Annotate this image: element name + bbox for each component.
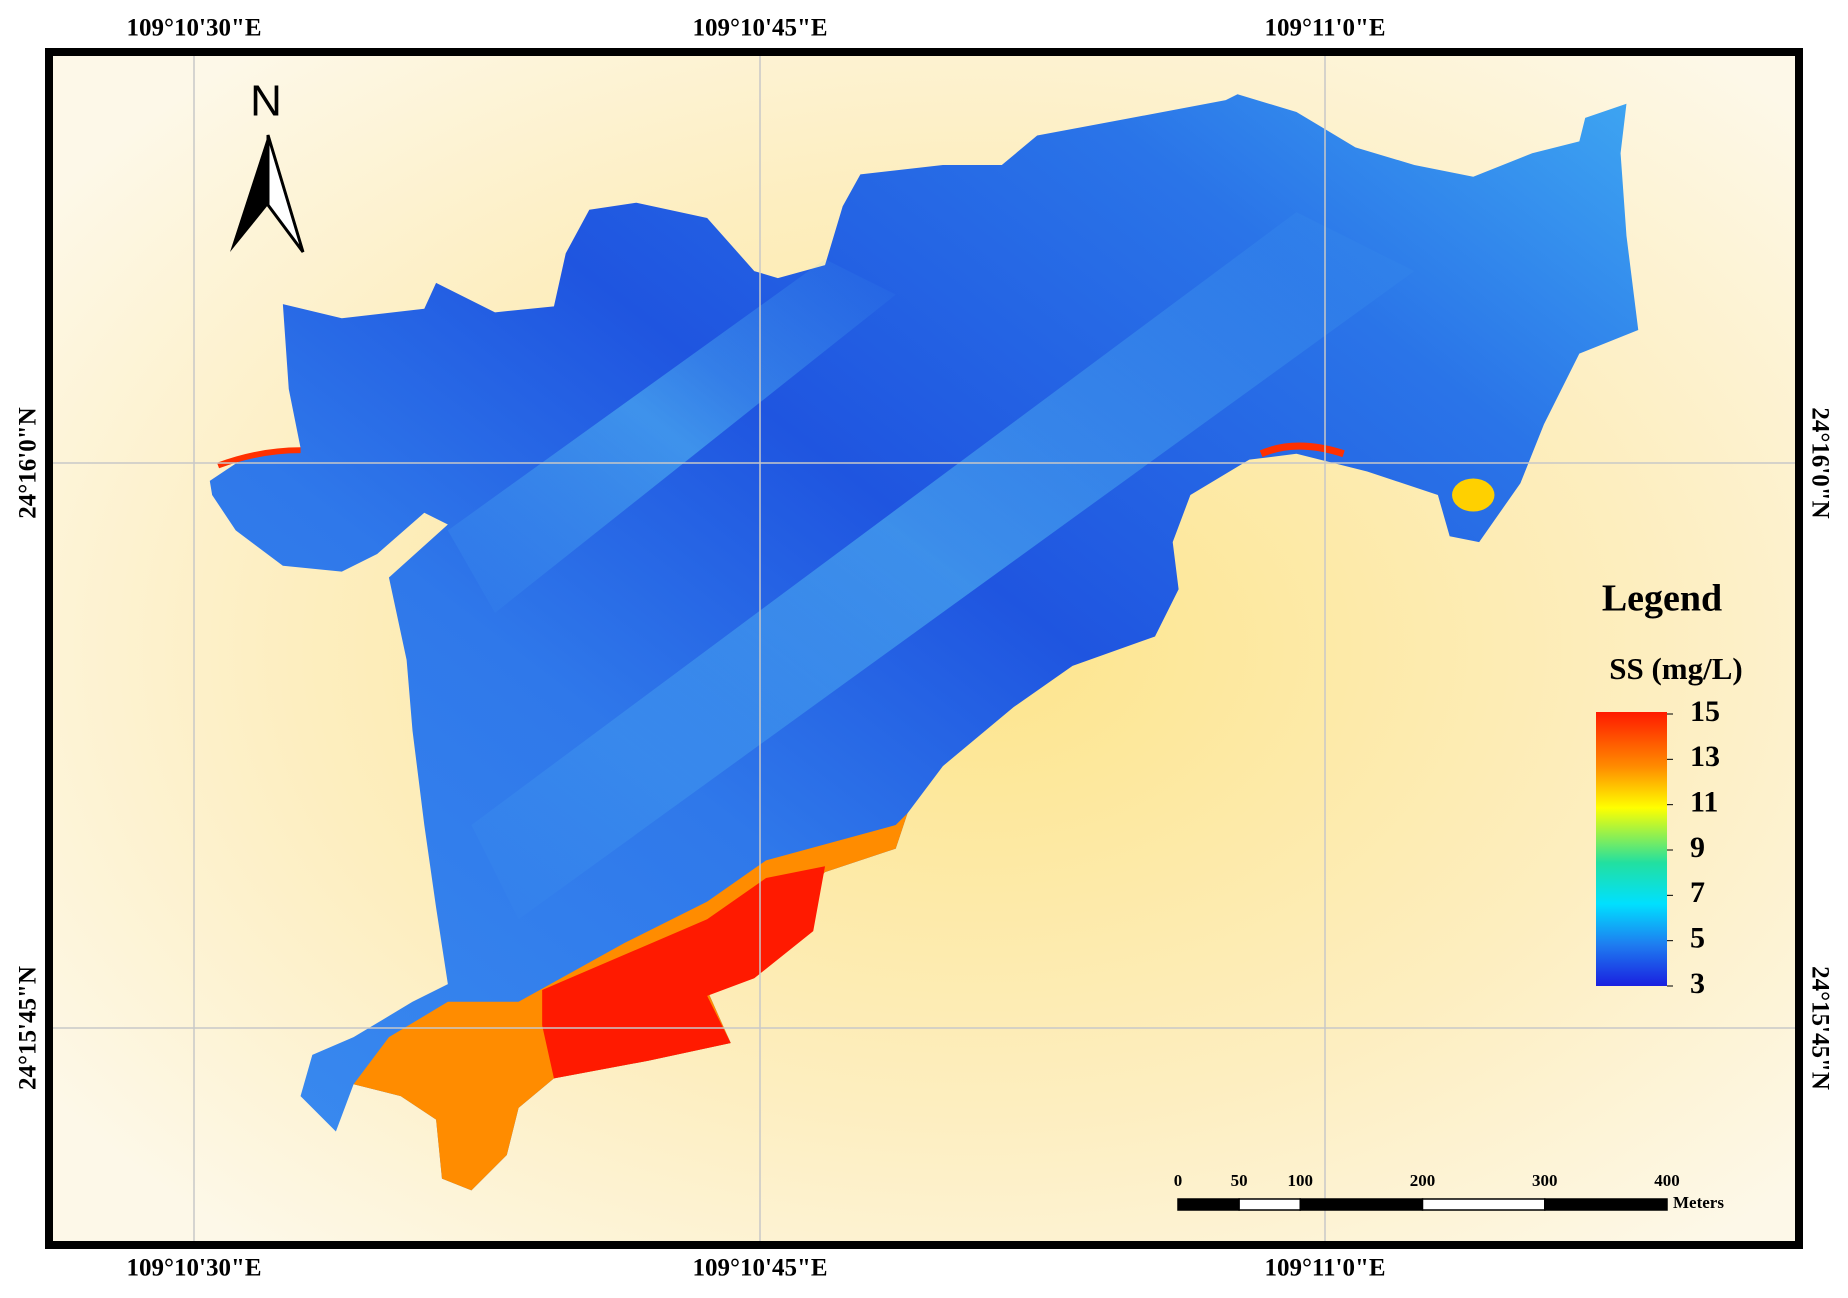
lake [209, 94, 1639, 1191]
scale-bar-segment [1238, 1198, 1301, 1211]
color-bar-label: 11 [1690, 786, 1718, 819]
scale-bar-label: 300 [1532, 1171, 1558, 1190]
color-bar-label: 7 [1690, 876, 1705, 909]
legend-title: Legend [1602, 578, 1722, 620]
scale-bar-segment [1421, 1198, 1546, 1211]
x-coordinate-label: 109°10'45"E [693, 1255, 828, 1282]
color-bar-label: 15 [1690, 695, 1720, 728]
y-coordinate-label: 24°15'45"N [1806, 966, 1833, 1090]
north-arrow-half [266, 134, 305, 253]
scale-bar-label: 100 [1288, 1171, 1314, 1190]
x-coordinate-label: 109°10'30"E [127, 15, 262, 42]
lake-body [209, 94, 1639, 1191]
y-coordinate-label: 24°15'45"N [15, 966, 42, 1090]
color-bar-label: 3 [1690, 967, 1705, 1000]
x-coordinate-label: 109°11'0"E [1264, 15, 1385, 42]
scale-bar-label: 200 [1410, 1171, 1436, 1190]
coordinate-labels: 109°10'30"E 109°10'45"E 109°11'0"E 109°1… [15, 15, 1834, 1282]
x-coordinate-label: 109°11'0"E [1264, 1255, 1385, 1282]
legend: Legend SS (mg/L) 15 13 11 9 7 5 3 [1596, 578, 1743, 1000]
scale-bar-unit: Meters [1673, 1193, 1724, 1212]
scale-bar-segment [1299, 1198, 1424, 1211]
scale-bar-label: 0 [1174, 1171, 1183, 1190]
high-ss-zone [542, 866, 826, 1079]
lake-band [471, 212, 1415, 920]
x-coordinate-label: 109°10'45"E [693, 15, 828, 42]
legend-variable: SS (mg/L) [1609, 651, 1743, 686]
scale-bar-label: 400 [1654, 1171, 1680, 1190]
y-coordinate-label: 24°16'0"N [1806, 407, 1833, 518]
y-coordinate-label: 24°16'0"N [15, 407, 42, 518]
high-ss-patch [1452, 478, 1495, 512]
north-label: N [250, 77, 282, 126]
color-bar-label: 13 [1690, 740, 1720, 773]
scale-bar-segment [1177, 1198, 1240, 1211]
color-bar [1596, 712, 1667, 986]
north-arrow-half [230, 135, 268, 252]
high-ss-fringe [1259, 442, 1345, 458]
x-coordinate-label: 109°10'30"E [127, 1255, 262, 1282]
lake-band [447, 259, 896, 613]
north-arrow: N [230, 77, 305, 253]
color-bar-label: 5 [1690, 922, 1705, 955]
scale-bar: 0 50 100 200 300 400 Meters [1174, 1171, 1725, 1212]
scale-bar-segment [1544, 1198, 1668, 1211]
graticule [53, 56, 1795, 1241]
scale-bar-label: 50 [1231, 1171, 1248, 1190]
color-bar-label: 9 [1690, 831, 1705, 864]
